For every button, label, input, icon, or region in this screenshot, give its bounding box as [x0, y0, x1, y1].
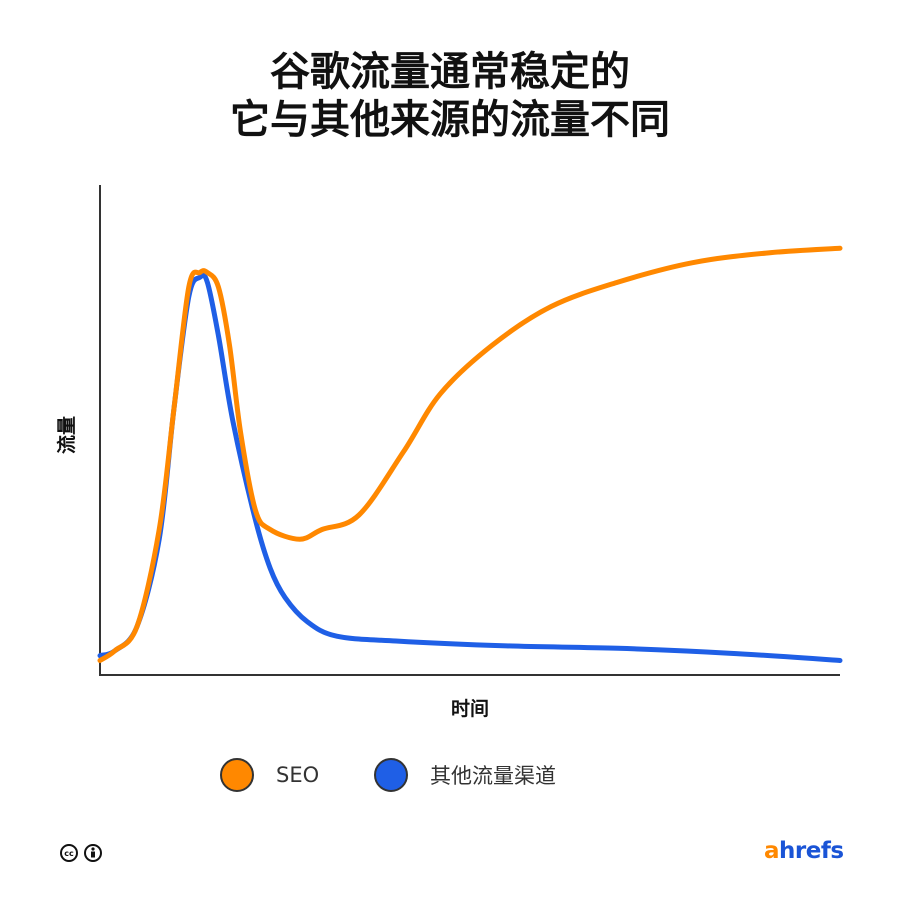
- legend-item-other: 其他流量渠道: [374, 756, 556, 794]
- x-axis-label: 时间: [450, 698, 489, 720]
- chart-title-line1: 谷歌流量通常稳定的: [270, 49, 630, 95]
- chart-title-line2: 它与其他来源的流量不同: [230, 97, 670, 143]
- legend-label-seo: SEO: [276, 763, 320, 787]
- legend-swatch-seo: [220, 758, 254, 792]
- legend-swatch-other: [374, 758, 408, 792]
- cc-icon: cc: [60, 844, 78, 862]
- logo-a: a: [764, 838, 780, 864]
- logo-rest: hrefs: [779, 838, 844, 864]
- y-axis-label: 流量: [56, 416, 78, 455]
- series-line-other: [97, 272, 843, 663]
- series-line-seo: [97, 245, 843, 663]
- license-icons: cc: [60, 844, 102, 862]
- ahrefs-logo: ahrefs: [764, 838, 844, 864]
- series-layer: [97, 245, 843, 663]
- chart-title: 谷歌流量通常稳定的 它与其他来源的流量不同: [0, 48, 900, 144]
- attribution-icon: [84, 844, 102, 862]
- legend-label-other: 其他流量渠道: [430, 764, 556, 788]
- legend-item-seo: SEO: [220, 756, 319, 794]
